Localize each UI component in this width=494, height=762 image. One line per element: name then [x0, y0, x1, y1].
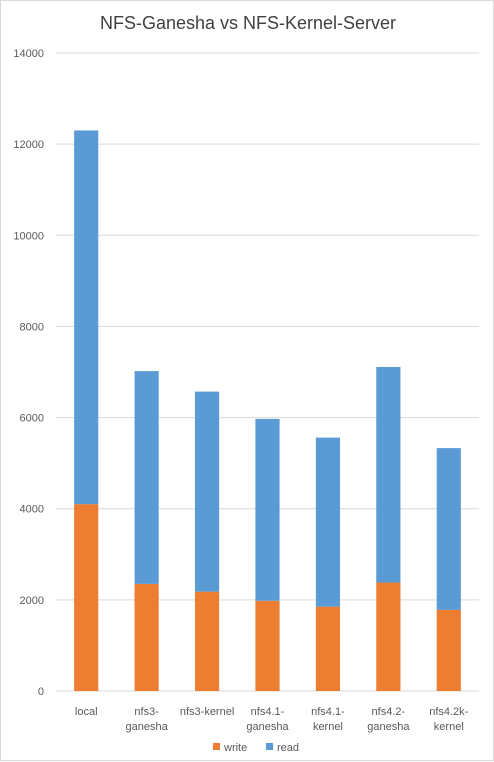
x-category-label: nfs3- ganesha — [126, 706, 169, 733]
x-category-label-line: nfs4.2- — [372, 706, 406, 718]
x-category-label-line: nfs3- — [134, 706, 159, 718]
bar-write — [436, 609, 461, 691]
y-tick-label: 4000 — [20, 504, 44, 516]
bar-write — [134, 583, 159, 691]
x-category-label-line: nfs4.2k- — [429, 706, 468, 718]
legend: write read — [213, 742, 299, 754]
x-category-label: local — [75, 706, 98, 718]
y-tick-label: 0 — [38, 686, 44, 698]
x-category-label-line: local — [75, 706, 98, 718]
bar-write — [194, 591, 220, 691]
x-category-label-line: kernel — [313, 721, 343, 733]
y-tick-label: 2000 — [20, 595, 44, 607]
bar-read — [376, 366, 401, 583]
y-tick-label: 12000 — [13, 139, 44, 151]
x-category-label-line: nfs4.1- — [311, 706, 345, 718]
bars — [74, 130, 461, 691]
x-category-label-line: kernel — [434, 721, 464, 733]
legend-swatch-write — [213, 743, 220, 750]
x-category-label: nfs4.1- kernel — [311, 706, 345, 733]
bar-read — [134, 371, 159, 584]
y-tick-label: 6000 — [20, 413, 44, 425]
y-tick-label: 8000 — [20, 321, 44, 333]
x-axis-category-labels: local nfs3- ganesha nfs3-kernel nfs4.1- ganes… — [75, 706, 469, 733]
bar-write — [255, 600, 280, 691]
bar-read — [74, 130, 99, 505]
y-axis-tick-labels: 0 2000 4000 6000 8000 10000 12000 14000 — [13, 48, 44, 698]
bar-read — [315, 437, 341, 607]
x-category-label-line: ganesha — [367, 721, 410, 733]
bar-read — [436, 448, 461, 610]
x-category-label: nfs3-kernel — [180, 706, 234, 718]
x-category-label: nfs4.2- ganesha — [367, 706, 410, 733]
legend-label-write: write — [223, 742, 247, 754]
bar-write — [74, 504, 99, 691]
bar-write — [315, 606, 341, 691]
legend-label-read: read — [277, 742, 299, 754]
chart-title: NFS-Ganesha vs NFS-Kernel-Server — [100, 13, 396, 33]
bar-read — [255, 418, 280, 601]
x-category-label: nfs4.1- ganesha — [246, 706, 289, 733]
legend-swatch-read — [266, 743, 273, 750]
y-tick-label: 14000 — [13, 48, 44, 60]
bar-read — [194, 391, 220, 592]
bar-write — [376, 582, 401, 691]
x-category-label-line: nfs4.1- — [251, 706, 285, 718]
x-category-label-line: ganesha — [246, 721, 289, 733]
y-tick-label: 10000 — [13, 230, 44, 242]
x-category-label-line: ganesha — [126, 721, 169, 733]
x-category-label: nfs4.2k-kernel — [429, 706, 468, 733]
x-category-label-line: nfs3-kernel — [180, 706, 234, 718]
